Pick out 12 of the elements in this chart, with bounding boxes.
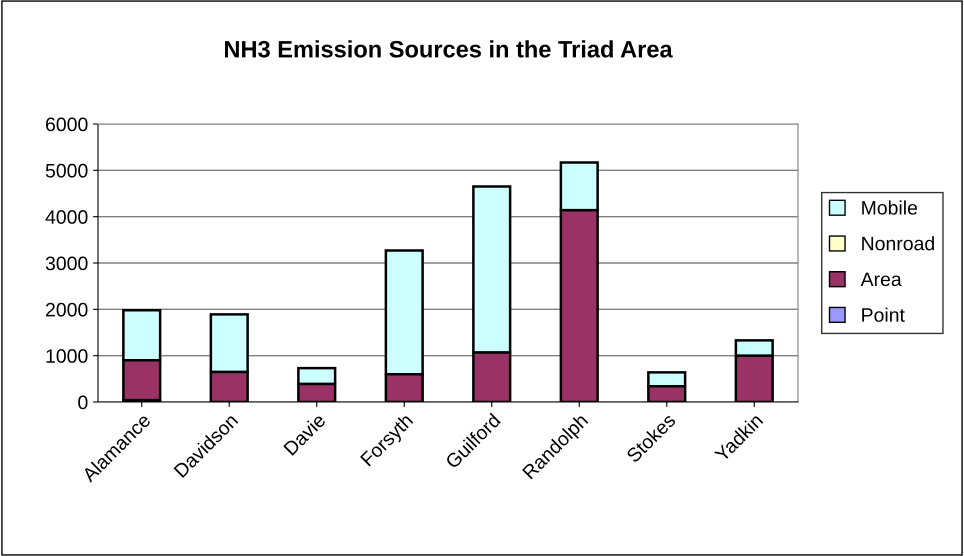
y-tick-label: 5000: [46, 164, 88, 178]
y-tick-label: 6000: [46, 117, 88, 132]
chart-title: NH3 Emission Sources in the Triad Area: [225, 40, 673, 58]
y-tick-label: 4000: [45, 210, 88, 224]
legend-label: Point: [862, 308, 905, 322]
legend-label: Area: [860, 272, 902, 286]
y-tick-label: 2000: [46, 302, 88, 317]
y-tick-label: 3000: [46, 256, 88, 270]
legend-label: Nonroad: [862, 236, 934, 250]
y-tick-label: 0: [78, 395, 88, 410]
legend-label: Mobile: [862, 200, 918, 215]
y-tick-label: 1000: [46, 349, 88, 363]
